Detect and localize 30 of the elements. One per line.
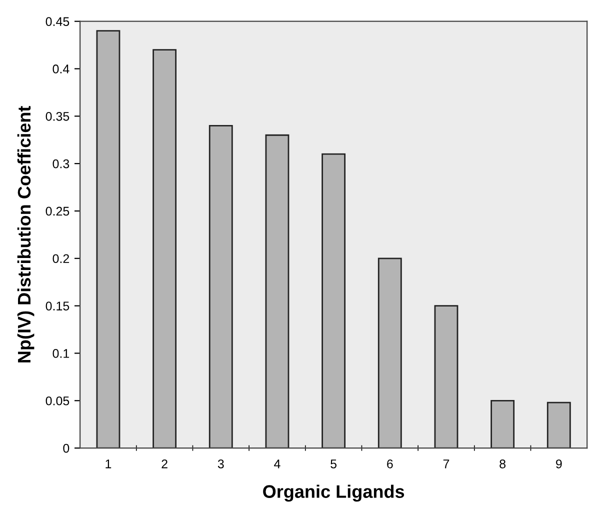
bar [434,305,458,448]
x-tick-label: 4 [274,460,280,468]
bar [546,402,571,448]
y-tick-label: 0.3 [52,159,70,168]
y-tick-label: 0.05 [46,396,70,406]
y-tick-label: 0.1 [52,349,70,358]
x-tick-label: 2 [162,459,168,468]
y-tick-label: 0.25 [46,206,70,216]
y-tick-label: 0.15 [46,302,70,310]
x-tick-label: 3 [218,459,224,468]
x-tick-label: 6 [387,459,393,468]
y-tick-label: 0 [63,444,70,453]
bar [378,258,402,448]
x-tick-label: 5 [330,460,337,468]
x-tick-label: 7 [443,460,450,468]
x-axis-title: Organic Ligands [263,484,404,502]
bar [490,400,515,448]
bar [208,124,233,448]
x-tick-label: 1 [106,460,112,468]
bar [265,134,290,448]
x-tick-label: 9 [556,459,562,468]
bar [322,153,346,448]
y-tick-label: 0.2 [52,254,70,264]
y-tick-label: 0.45 [46,17,70,26]
bar [96,30,120,448]
y-axis-title: Np(IV) Distribution Coefficient [17,106,34,362]
x-tick-label: 8 [500,459,506,468]
y-tick-label: 0.4 [52,64,70,74]
y-tick-label: 0.35 [46,112,70,121]
bar [152,49,177,448]
